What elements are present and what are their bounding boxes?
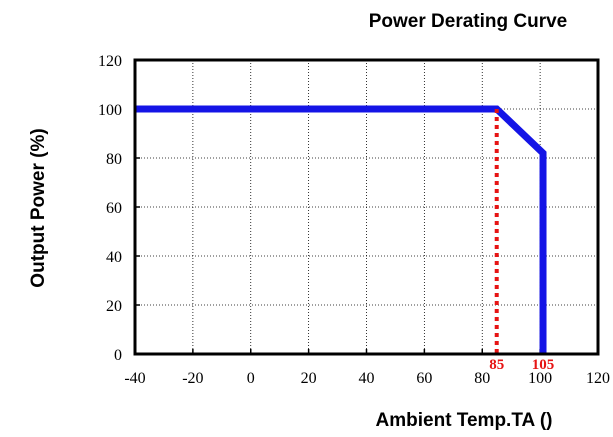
y-tick-label: 20 [106, 298, 122, 315]
marker-label-85: 85 [489, 357, 504, 373]
y-axis-label: Output Power (%) [28, 128, 49, 287]
y-tick-label: 40 [106, 249, 122, 266]
x-tick-label: -20 [182, 370, 203, 387]
y-tick-label: 120 [98, 53, 122, 70]
x-tick-label: 40 [359, 370, 375, 387]
y-tick-label: 80 [106, 151, 122, 168]
series-group [135, 109, 543, 354]
x-tick-label: 120 [586, 370, 610, 387]
y-tick-label: 60 [106, 200, 122, 217]
x-tick-label: 60 [416, 370, 432, 387]
y-tick-label: 100 [98, 102, 122, 119]
grid [135, 60, 598, 354]
x-tick-label: -40 [124, 370, 145, 387]
x-tick-label: 20 [301, 370, 317, 387]
x-tick-label: 0 [247, 370, 255, 387]
x-tick-label: 100 [528, 370, 552, 387]
tick-labels: -40 -20 0 20 40 60 80 100 120 0 20 40 60 80 100 120 [98, 53, 610, 387]
chart-title: Power Derating Curve [369, 11, 568, 32]
y-tick-label: 0 [114, 347, 122, 364]
x-axis-label: Ambient Temp.TA () [376, 410, 553, 431]
x-tick-label: 80 [474, 370, 490, 387]
derating-line [135, 109, 543, 354]
